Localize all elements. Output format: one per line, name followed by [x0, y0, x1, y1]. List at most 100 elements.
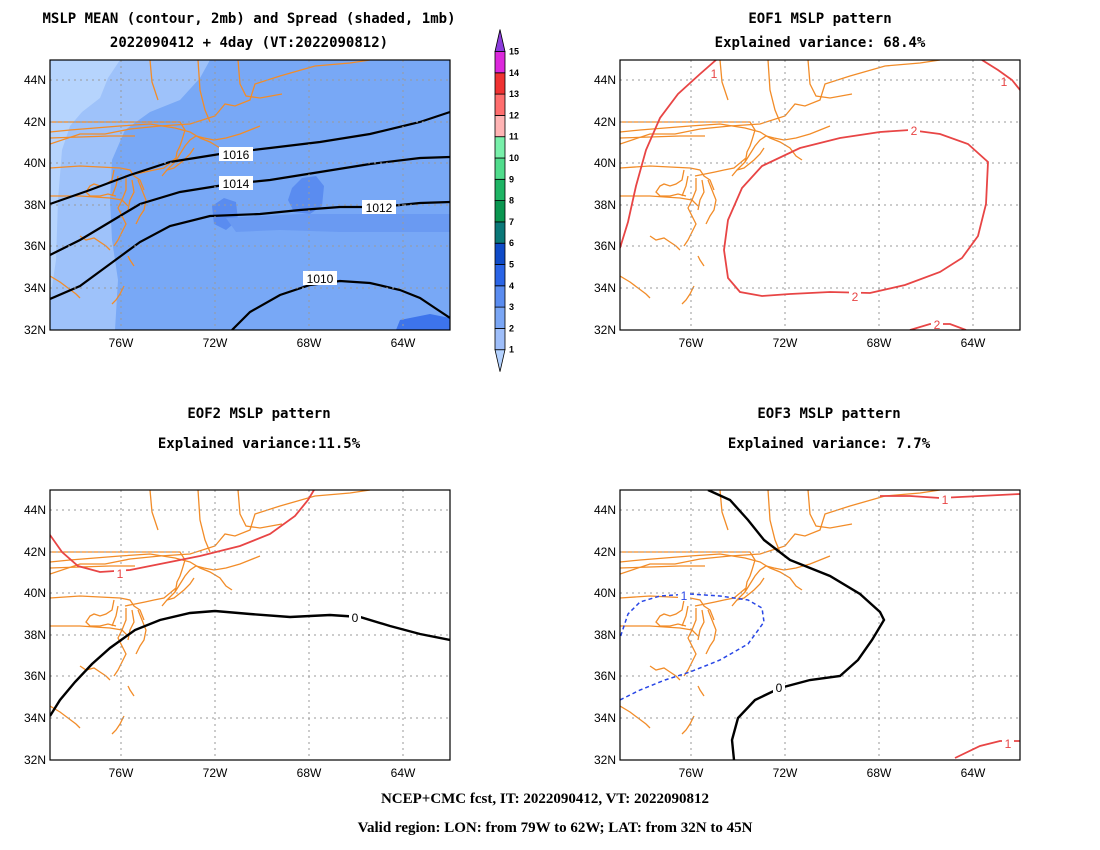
- colorbar-segment: [494, 93, 506, 116]
- lat-tick-label-a: 34N: [24, 281, 46, 295]
- lat-tick-label-c: 34N: [24, 711, 46, 725]
- panel-eof3: EOF3 MSLP pattern Explained variance: 7.…: [619, 406, 1021, 761]
- lat-tick-label-a: 42N: [24, 115, 46, 129]
- colorbar-label: 8: [509, 196, 514, 206]
- lat-tick-label-a: 38N: [24, 198, 46, 212]
- lat-tick-label-b: 32N: [594, 323, 616, 337]
- lat-tick-label-b: 42N: [594, 115, 616, 129]
- lat-tick-label-d: 38N: [594, 628, 616, 642]
- footer-forecast-info: NCEP+CMC fcst, IT: 2022090412, VT: 20220…: [381, 791, 709, 807]
- map-frame-a: [49, 59, 451, 331]
- lon-tick-label-d: 64W: [961, 766, 986, 780]
- lat-tick-label-c: 38N: [24, 628, 46, 642]
- colorbar-label: 12: [509, 110, 519, 120]
- svg-text:2: 2: [852, 290, 859, 304]
- panel-eof2-subtitle: Explained variance:11.5%: [158, 436, 361, 452]
- isobar-label-1010: 1010: [303, 271, 337, 286]
- panel-mslp-mean: MSLP MEAN (contour, 2mb) and Spread (sha…: [42, 11, 456, 331]
- lat-tick-label-d: 36N: [594, 669, 616, 683]
- eof2-contour-0: [50, 609, 450, 717]
- lat-tick-label-d: 42N: [594, 545, 616, 559]
- lat-tick-label-c: 32N: [24, 753, 46, 767]
- colorbar-label: 9: [509, 174, 514, 184]
- eof1-label-2-edge: 2: [931, 318, 943, 330]
- lon-tick-label-c: 72W: [203, 766, 228, 780]
- eof1-contour-1-west: [620, 60, 717, 249]
- latlon-grid-a: [50, 60, 450, 330]
- lon-tick-label-b: 68W: [867, 336, 892, 350]
- eof3-label-1-southeast: 1: [1002, 737, 1014, 751]
- svg-text:2: 2: [911, 124, 918, 138]
- coastline-b: [620, 60, 941, 305]
- colorbar-segment: [494, 221, 506, 244]
- panel-eof1-subtitle: Explained variance: 68.4%: [715, 35, 926, 51]
- eof3-label-1-north: 1: [939, 493, 951, 507]
- colorbar-segment: [494, 157, 506, 180]
- lon-tick-label-c: 68W: [297, 766, 322, 780]
- colorbar-label: 15: [509, 47, 519, 57]
- lat-tick-label-d: 40N: [594, 586, 616, 600]
- lat-tick-label-c: 44N: [24, 503, 46, 517]
- svg-text:1: 1: [942, 493, 949, 507]
- lat-tick-label-a: 40N: [24, 156, 46, 170]
- colorbar-label: 11: [509, 132, 519, 142]
- lat-tick-label-d: 44N: [594, 503, 616, 517]
- colorbar-label: 2: [509, 323, 514, 333]
- panel-mslp-mean-title: MSLP MEAN (contour, 2mb) and Spread (sha…: [42, 11, 455, 27]
- eof1-label-1-northeast: 1: [1001, 75, 1008, 89]
- lat-tick-label-a: 44N: [24, 73, 46, 87]
- spread-shading-2: [50, 60, 210, 330]
- lat-tick-label-b: 34N: [594, 281, 616, 295]
- colorbar-segment: [494, 29, 506, 52]
- colorbar-label: 14: [509, 68, 519, 78]
- isobar-label-1016: 1016: [219, 147, 253, 162]
- panel-eof1-title: EOF1 MSLP pattern: [748, 11, 891, 27]
- lat-tick-label-c: 40N: [24, 586, 46, 600]
- lat-tick-label-b: 38N: [594, 198, 616, 212]
- svg-text:1010: 1010: [307, 272, 334, 286]
- colorbar-segment: [494, 136, 506, 159]
- eof3-label-neg1: 1: [678, 589, 690, 603]
- colorbar-label: 13: [509, 89, 519, 99]
- latlon-grid-b: [620, 60, 1020, 330]
- colorbar-segment: [494, 306, 506, 329]
- eof1-label-1-west: 1: [711, 67, 718, 81]
- lon-tick-label-d: 68W: [867, 766, 892, 780]
- eof3-label-0: 0: [773, 681, 785, 695]
- colorbar-label: 6: [509, 238, 514, 248]
- lon-tick-label-d: 72W: [773, 766, 798, 780]
- colorbar-label: 7: [509, 217, 514, 227]
- colorbar-label: 3: [509, 302, 514, 312]
- svg-text:1: 1: [1005, 737, 1012, 751]
- lat-tick-label-c: 36N: [24, 669, 46, 683]
- svg-text:1: 1: [1001, 75, 1008, 89]
- panel-mslp-mean-subtitle: 2022090412 + 4day (VT:2022090812): [110, 35, 388, 51]
- eof2-label-1: 1: [114, 567, 126, 581]
- lon-tick-label-a: 72W: [203, 336, 228, 350]
- isobar-label-1014: 1014: [219, 176, 253, 191]
- colorbar-segment: [494, 349, 506, 372]
- lon-tick-label-c: 76W: [109, 766, 134, 780]
- map-frame-b: [619, 59, 1021, 331]
- spread-shading-5-southeast: [396, 314, 450, 330]
- colorbar-label: 4: [509, 281, 514, 291]
- colorbar-label: 5: [509, 260, 514, 270]
- lon-tick-label-a: 76W: [109, 336, 134, 350]
- panel-eof2-title: EOF2 MSLP pattern: [187, 406, 330, 422]
- lon-tick-label-b: 64W: [961, 336, 986, 350]
- eof3-contour-0: [707, 490, 886, 760]
- colorbar-segment: [494, 72, 506, 95]
- footer-valid-region: Valid region: LON: from 79W to 62W; LAT:…: [358, 820, 753, 836]
- svg-text:1012: 1012: [366, 201, 393, 215]
- colorbar-segment: [494, 115, 506, 138]
- eof1-label-2-north: 2: [908, 124, 920, 138]
- eof2-label-0: 0: [349, 611, 361, 625]
- colorbar-segment: [494, 285, 506, 308]
- spread-shading-1: [50, 60, 120, 300]
- svg-text:1014: 1014: [223, 177, 250, 191]
- lat-tick-label-a: 36N: [24, 239, 46, 253]
- colorbar-segment: [494, 200, 506, 223]
- panel-eof3-title: EOF3 MSLP pattern: [757, 406, 900, 422]
